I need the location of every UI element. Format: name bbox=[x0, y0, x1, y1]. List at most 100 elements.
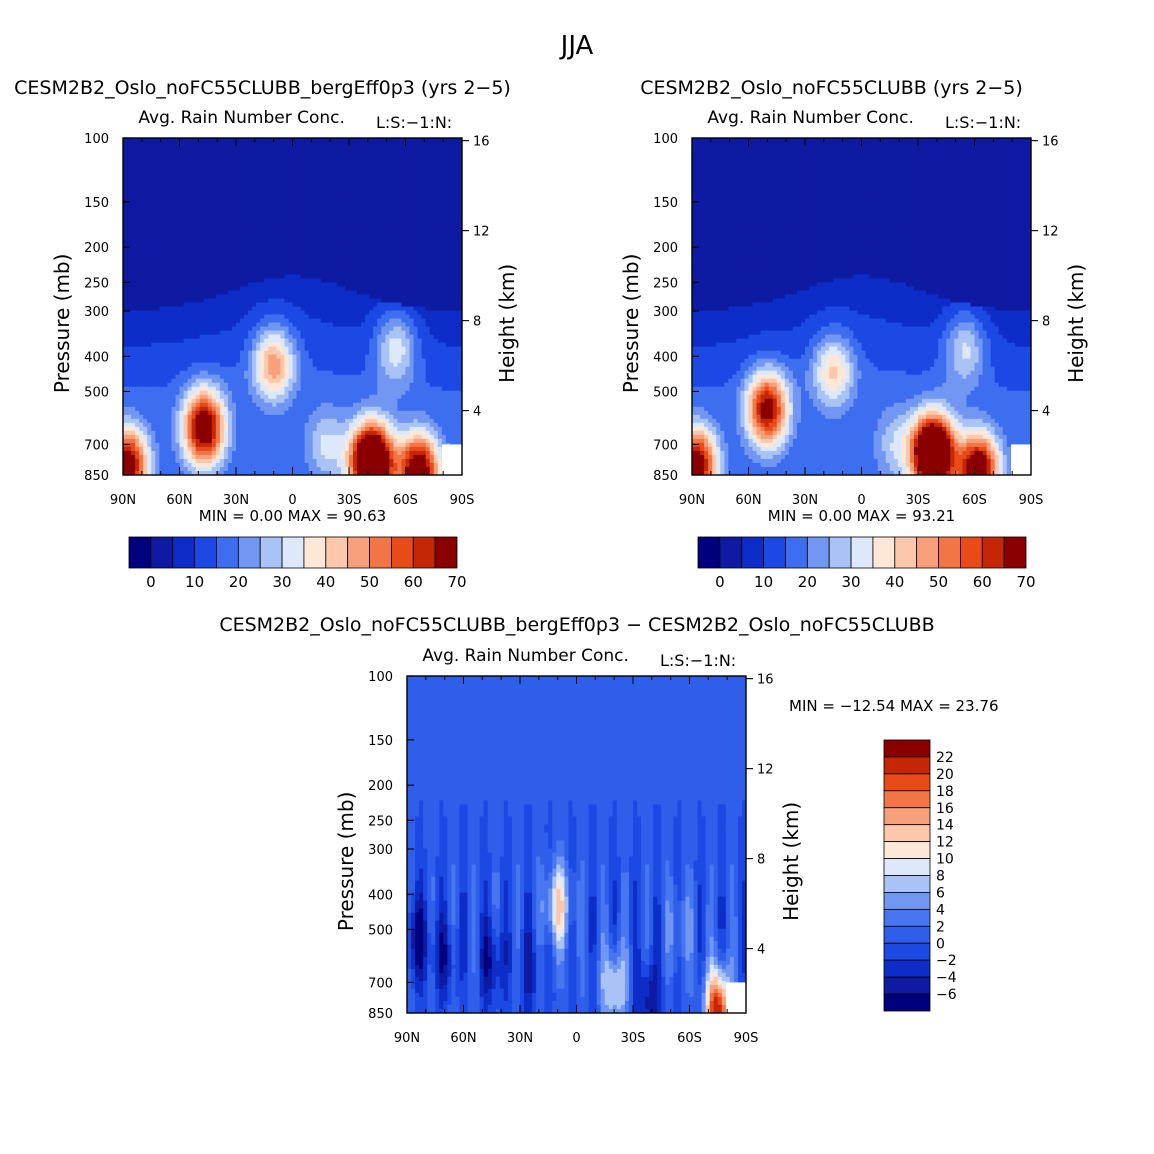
contour-cell bbox=[227, 186, 233, 191]
contour-cell bbox=[445, 206, 451, 211]
contour-cell bbox=[272, 150, 277, 155]
contour-cell bbox=[312, 142, 318, 147]
contour-cell bbox=[344, 370, 350, 376]
contour-cell bbox=[373, 162, 378, 167]
contour-cell bbox=[369, 166, 374, 171]
contour-cell bbox=[377, 242, 382, 247]
contour-cell bbox=[191, 278, 197, 284]
contour-cell bbox=[389, 354, 394, 360]
contour-cell bbox=[256, 166, 261, 171]
contour-cell bbox=[272, 318, 277, 324]
contour-cell bbox=[264, 326, 269, 332]
contour-cell bbox=[143, 286, 148, 292]
contour-cell bbox=[131, 186, 136, 191]
contour-cell bbox=[425, 222, 431, 227]
contour-cell bbox=[344, 354, 350, 360]
contour-cell bbox=[308, 318, 314, 324]
contour-cell bbox=[417, 294, 423, 300]
contour-cell bbox=[131, 358, 136, 364]
contour-cell bbox=[349, 154, 354, 159]
contour-cell bbox=[441, 306, 447, 312]
contour-cell bbox=[437, 170, 443, 175]
contour-cell bbox=[401, 306, 407, 312]
contour-cell bbox=[308, 210, 314, 215]
contour-cell bbox=[191, 170, 197, 175]
contour-cell bbox=[332, 242, 338, 247]
contour-cell bbox=[288, 270, 294, 275]
contour-cell bbox=[276, 322, 281, 328]
contour-cell bbox=[264, 254, 269, 259]
contour-cell bbox=[240, 162, 245, 167]
contour-cell bbox=[248, 162, 253, 167]
contour-cell bbox=[389, 190, 394, 195]
contour-cell bbox=[231, 302, 237, 308]
contour-cell bbox=[369, 366, 374, 372]
contour-cell bbox=[385, 210, 390, 215]
contour-cell bbox=[349, 278, 354, 284]
contour-cell bbox=[425, 294, 431, 300]
contour-cell bbox=[457, 242, 462, 247]
contour-cell bbox=[344, 362, 350, 368]
contour-cell bbox=[445, 246, 451, 251]
contour-cell bbox=[167, 334, 173, 340]
contour-cell bbox=[292, 362, 298, 368]
contour-cell bbox=[195, 154, 201, 159]
contour-cell bbox=[405, 354, 411, 360]
contour-cell bbox=[236, 198, 241, 203]
contour-cell bbox=[159, 338, 164, 344]
contour-cell bbox=[187, 194, 193, 199]
contour-cell bbox=[300, 282, 306, 288]
contour-cell bbox=[223, 234, 229, 239]
contour-cell bbox=[231, 198, 237, 203]
contour-cell bbox=[385, 150, 390, 155]
contour-cell bbox=[183, 198, 189, 203]
contour-cell bbox=[413, 358, 419, 364]
contour-cell bbox=[353, 274, 358, 280]
contour-cell bbox=[349, 310, 354, 316]
contour-cell bbox=[167, 326, 173, 332]
contour-cell bbox=[280, 222, 286, 227]
contour-cell bbox=[300, 146, 306, 151]
contour-cell bbox=[248, 270, 253, 275]
contour-cell bbox=[457, 318, 462, 324]
contour-cell bbox=[215, 202, 221, 207]
contour-cell bbox=[429, 278, 435, 284]
contour-cell bbox=[316, 278, 322, 284]
contour-cell bbox=[240, 374, 245, 380]
contour-cell bbox=[332, 278, 338, 284]
contour-cell bbox=[324, 242, 330, 247]
contour-cell bbox=[336, 206, 342, 211]
contour-cell bbox=[357, 266, 362, 271]
contour-cell bbox=[260, 254, 265, 259]
contour-cell bbox=[413, 270, 419, 275]
contour-cell bbox=[219, 326, 225, 332]
contour-cell bbox=[171, 158, 177, 163]
contour-cell bbox=[215, 190, 221, 195]
contour-cell bbox=[240, 314, 245, 320]
contour-cell bbox=[231, 314, 237, 320]
contour-cell bbox=[300, 166, 306, 171]
contour-cell bbox=[344, 334, 350, 340]
contour-cell bbox=[300, 306, 306, 312]
contour-cell bbox=[449, 162, 455, 167]
contour-cell bbox=[377, 302, 382, 308]
contour-cell bbox=[369, 266, 374, 271]
contour-cell bbox=[449, 226, 455, 231]
contour-cell bbox=[288, 214, 294, 219]
contour-cell bbox=[223, 178, 229, 183]
contour-cell bbox=[449, 194, 455, 199]
contour-cell bbox=[248, 266, 253, 271]
contour-cell bbox=[304, 186, 310, 191]
contour-cell bbox=[240, 310, 245, 316]
contour-cell bbox=[381, 226, 386, 231]
contour-cell bbox=[227, 374, 233, 380]
contour-cell bbox=[171, 214, 177, 219]
contour-cell bbox=[304, 330, 310, 336]
contour-cell bbox=[304, 206, 310, 211]
contour-cell bbox=[187, 170, 193, 175]
contour-cell bbox=[272, 138, 277, 143]
contour-cell bbox=[332, 198, 338, 203]
contour-cell bbox=[377, 258, 382, 263]
contour-cell bbox=[280, 254, 286, 259]
contour-cell bbox=[425, 298, 431, 304]
